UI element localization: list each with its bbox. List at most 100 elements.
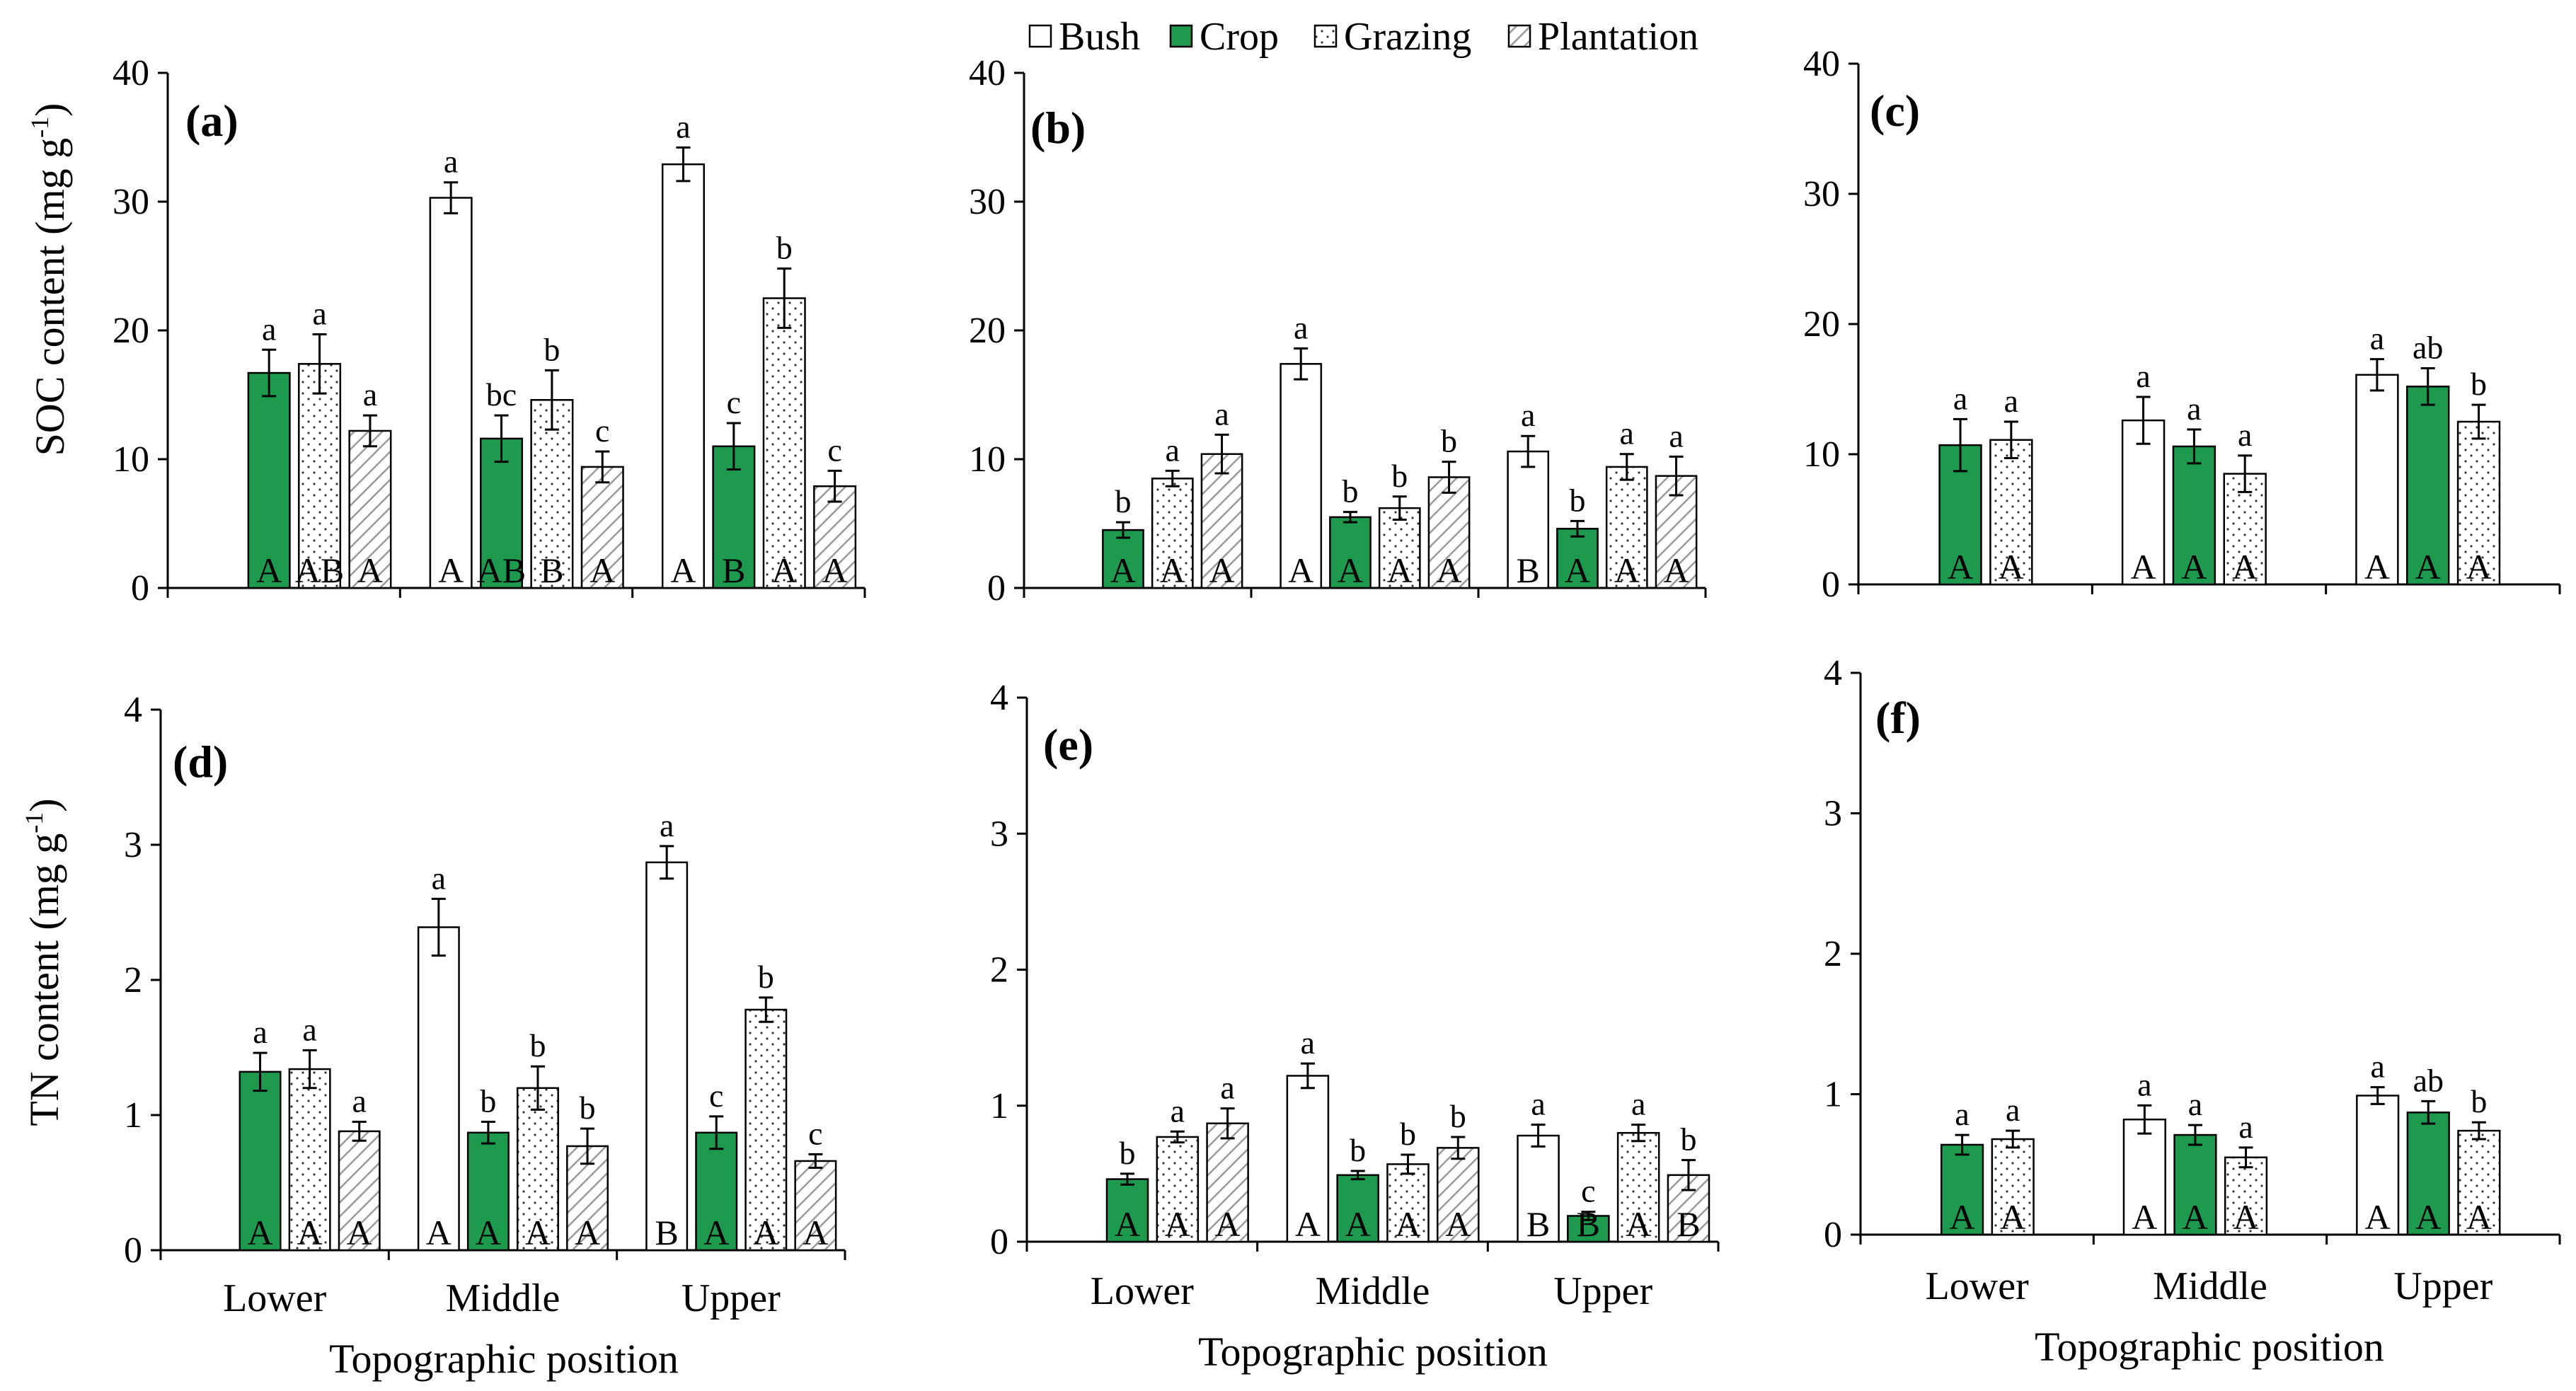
bar-bush	[1507, 450, 1550, 589]
legend-item-crop: Crop	[1169, 15, 1279, 59]
significance-label: b	[1342, 473, 1358, 509]
group-label: A	[1626, 1204, 1651, 1244]
y-tick-label: 4	[990, 678, 1008, 718]
legend-swatch-plantation	[1507, 24, 1531, 48]
y-tick-label: 10	[113, 439, 149, 480]
y-tick-label: 0	[1822, 565, 1840, 605]
group-label: A	[2415, 547, 2441, 587]
y-tick-label: 4	[1824, 653, 1842, 693]
group-label: A	[525, 1213, 551, 1252]
significance-label: b	[758, 959, 774, 995]
group-label: A	[1215, 1204, 1241, 1244]
bar-grazing	[2223, 473, 2267, 586]
bar-bush	[2121, 419, 2166, 586]
significance-label: a	[302, 1011, 316, 1047]
significance-label: a	[253, 1014, 267, 1050]
legend-label-plantation: Plantation	[1538, 15, 1698, 59]
legend-label-bush: Bush	[1059, 15, 1140, 59]
group-label: A	[822, 550, 848, 590]
bar-grazing	[1378, 507, 1421, 589]
x-category-label: Lower	[223, 1276, 327, 1320]
significance-label: b	[1391, 458, 1408, 494]
group-label: A	[426, 1213, 452, 1252]
significance-label: c	[808, 1115, 822, 1151]
bar-bush	[1280, 363, 1323, 589]
group-label: B	[1577, 1204, 1600, 1244]
legend-item-plantation: Plantation	[1507, 15, 1698, 59]
group-label: A	[803, 1213, 828, 1252]
significance-label: a	[2238, 417, 2252, 453]
x-axis-title-f: Topographic position	[2035, 1324, 2384, 1370]
group-label: A	[2183, 1197, 2208, 1237]
group-label: A	[438, 550, 464, 590]
bar-crop	[1105, 1178, 1149, 1243]
x-category-label: Lower	[1091, 1269, 1195, 1313]
bar-crop	[1336, 1174, 1379, 1243]
y-tick-label: 1	[1824, 1075, 1842, 1115]
y-tick-label: 20	[969, 311, 1006, 351]
significance-label: a	[1953, 380, 1967, 416]
group-label: A	[1950, 1197, 1975, 1237]
panel-tag: (b)	[1030, 103, 1086, 153]
group-label: B	[1526, 1204, 1550, 1244]
group-label: A	[1160, 550, 1185, 590]
y-tick-label: 20	[113, 311, 149, 351]
significance-label: b	[1680, 1121, 1696, 1158]
panel-tag: (c)	[1870, 86, 1920, 136]
group-label: B	[1517, 550, 1540, 590]
bar-grazing	[1989, 439, 2033, 586]
y-tick-label: 3	[990, 814, 1008, 854]
x-category-label: Middle	[2153, 1264, 2267, 1308]
bar-plantation	[348, 429, 392, 589]
legend-item-bush: Bush	[1028, 15, 1140, 59]
y-tick-label: 3	[1824, 794, 1842, 834]
bar-crop	[1556, 528, 1599, 589]
legend-swatch-bush	[1028, 24, 1052, 48]
group-label: A	[2232, 547, 2258, 587]
panel-f: 0 1 2 3 4 (f) Lower Middle Upper a Aa Aa Aa Aa Aa Aab Ab…	[1824, 653, 2561, 1308]
bar-bush	[429, 197, 473, 589]
y-tick-label: 0	[131, 568, 149, 608]
group-label: A	[703, 1213, 729, 1252]
significance-label: a	[1531, 1086, 1545, 1122]
significance-label: a	[2370, 1049, 2384, 1085]
group-label: A	[670, 550, 696, 590]
group-label: A	[771, 550, 797, 590]
significance-label: a	[432, 860, 446, 896]
significance-label: a	[1955, 1096, 1969, 1132]
x-axis-title-e: Topographic position	[1198, 1329, 1548, 1375]
y-tick-label: 10	[969, 439, 1006, 480]
significance-label: b	[1400, 1116, 1416, 1152]
panel-tag: (a)	[185, 96, 238, 146]
bar-crop	[2172, 445, 2216, 586]
legend-label-grazing: Grazing	[1344, 15, 1471, 59]
bar-crop	[480, 437, 524, 589]
bar-grazing	[1616, 1131, 1660, 1243]
significance-label: a	[1171, 1092, 1185, 1129]
significance-label: a	[2187, 391, 2201, 427]
group-label: B	[540, 550, 563, 590]
y-tick-label: 30	[969, 182, 1006, 222]
y-tick-label: 0	[124, 1230, 142, 1271]
bar-bush	[417, 926, 460, 1252]
significance-label: b	[1115, 483, 1131, 519]
x-category-label: Upper	[2393, 1264, 2492, 1308]
y-tick-label: 10	[1803, 434, 1840, 475]
y-tick-label: 20	[1803, 304, 1840, 345]
group-label: A	[2132, 1197, 2157, 1237]
bar-crop	[2406, 386, 2450, 586]
group-label: A	[256, 550, 282, 590]
y-axis-title-tn: TN content (mg g-1)	[20, 798, 67, 1126]
bar-grazing	[298, 363, 342, 589]
significance-label: b	[580, 1090, 596, 1126]
significance-label: c	[827, 432, 841, 468]
significance-label: a	[2188, 1086, 2202, 1122]
y-tick-label: 2	[990, 950, 1008, 991]
bar-grazing	[1605, 466, 1648, 589]
significance-label: b	[776, 230, 793, 266]
group-label: B	[722, 550, 745, 590]
bar-crop	[1940, 1143, 1984, 1236]
significance-label: a	[2006, 1092, 2020, 1128]
